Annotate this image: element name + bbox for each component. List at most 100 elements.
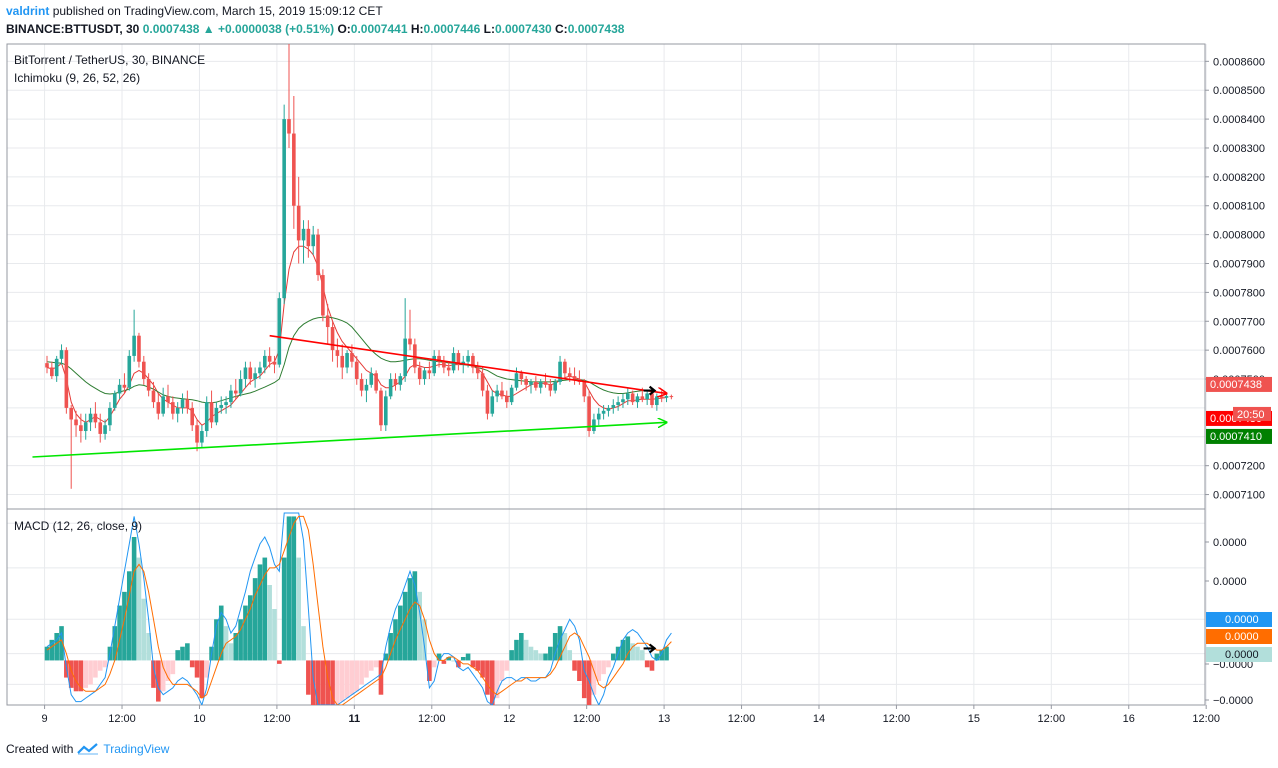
high-label: H: bbox=[410, 22, 424, 36]
candle bbox=[316, 234, 320, 276]
price-axis-label: 0.0008000 bbox=[1213, 230, 1265, 242]
up-triangle-icon: ▲ bbox=[202, 22, 215, 36]
macd-histogram-bar bbox=[199, 660, 205, 699]
tradingview-brand[interactable]: TradingView bbox=[103, 742, 170, 756]
chart-border bbox=[6, 43, 1206, 706]
macd-histogram-bar bbox=[344, 660, 350, 699]
candle bbox=[626, 393, 630, 400]
macd-histogram-bar bbox=[228, 643, 234, 661]
ichimoku-legend[interactable]: Ichimoku (9, 26, 52, 26) bbox=[14, 71, 141, 85]
candle bbox=[606, 407, 611, 411]
macd-histogram-bar bbox=[204, 660, 210, 678]
macd-histogram-bar bbox=[296, 557, 301, 661]
candle bbox=[427, 370, 432, 374]
candle bbox=[190, 407, 194, 426]
support-trendline bbox=[32, 422, 666, 458]
macd-histogram-bar bbox=[625, 636, 631, 661]
macd-histogram-bar bbox=[649, 660, 655, 671]
candle bbox=[296, 205, 301, 241]
candle bbox=[146, 379, 151, 391]
created-with-text: Created with bbox=[6, 742, 74, 756]
macd-histogram-bar bbox=[97, 660, 103, 671]
candle bbox=[335, 350, 340, 356]
candle bbox=[354, 361, 359, 380]
candle bbox=[563, 361, 567, 374]
candle bbox=[611, 405, 616, 408]
candle bbox=[621, 399, 625, 403]
macd-histogram-bar bbox=[572, 660, 577, 671]
close-value: 0.0007438 bbox=[567, 22, 625, 36]
candle bbox=[640, 396, 645, 400]
open-label: O: bbox=[337, 22, 351, 36]
candle bbox=[204, 402, 209, 432]
macd-histogram-bar bbox=[475, 660, 481, 671]
close-label: C: bbox=[555, 22, 568, 36]
candle bbox=[219, 405, 224, 408]
macd-axis-label: 0.0000 bbox=[1213, 537, 1247, 549]
macd-histogram-bar bbox=[88, 660, 93, 685]
candle bbox=[93, 413, 98, 423]
candle bbox=[582, 381, 587, 397]
macd-histogram-bar bbox=[339, 660, 345, 702]
candle bbox=[350, 353, 354, 362]
ichimoku-conversion-line bbox=[46, 245, 667, 426]
macd-histogram-bar bbox=[431, 660, 437, 668]
candle bbox=[200, 431, 204, 443]
price-pane bbox=[45, 44, 674, 489]
macd-histogram-bar bbox=[175, 650, 180, 661]
macd-histogram-bar bbox=[519, 633, 524, 661]
candle bbox=[509, 387, 514, 403]
macd-histogram-bar bbox=[480, 660, 485, 678]
author-link[interactable]: valdrint bbox=[6, 4, 50, 18]
macd-histogram-bar bbox=[238, 619, 243, 661]
candle bbox=[185, 399, 190, 408]
macd-badge-label: 0.0000 bbox=[1225, 614, 1259, 626]
candle bbox=[442, 361, 446, 368]
candle bbox=[601, 410, 606, 414]
macd-histogram-bar bbox=[654, 653, 660, 661]
candle bbox=[233, 390, 238, 394]
time-axis-label: 9 bbox=[42, 713, 48, 725]
candle bbox=[456, 353, 461, 365]
macd-histogram-bar bbox=[78, 660, 84, 692]
candle bbox=[345, 353, 349, 368]
macd-histogram-bar bbox=[156, 660, 161, 702]
candle bbox=[655, 396, 659, 406]
candle bbox=[74, 419, 78, 426]
candle bbox=[292, 133, 296, 206]
candle bbox=[567, 373, 572, 377]
candle bbox=[538, 381, 543, 388]
macd-legend[interactable]: MACD (12, 26, close, 9) bbox=[14, 519, 143, 533]
candle bbox=[122, 384, 127, 388]
candle bbox=[514, 373, 519, 388]
macd-histogram-bar bbox=[509, 650, 514, 661]
candle bbox=[548, 384, 553, 391]
candle bbox=[446, 367, 451, 371]
candle bbox=[161, 396, 165, 414]
candle bbox=[243, 367, 248, 380]
candle bbox=[50, 367, 54, 377]
macd-histogram-bar bbox=[170, 660, 176, 675]
candle bbox=[171, 402, 175, 414]
published-text: published on TradingView.com, March 15, … bbox=[52, 4, 383, 18]
chart-canvas[interactable]: 0.0008600 0.0008500 0.0008400 0.0008300 0.00… bbox=[0, 40, 1278, 736]
macd-histogram-bar bbox=[112, 626, 118, 661]
macd-histogram-bar bbox=[354, 660, 360, 692]
macd-histogram-bar bbox=[257, 564, 263, 661]
last-price: 0.0007438 bbox=[142, 22, 200, 36]
price-axis-label: 0.0007900 bbox=[1213, 259, 1265, 271]
tradingview-logo-icon bbox=[77, 743, 99, 755]
macd-histogram-bar bbox=[567, 650, 573, 661]
candle bbox=[287, 119, 291, 134]
time-axis-label: 12:00 bbox=[573, 713, 601, 725]
macd-histogram-bar bbox=[610, 653, 616, 661]
macd-badge-label: 0.0000 bbox=[1225, 631, 1259, 643]
candle bbox=[214, 407, 219, 423]
price-badge-label: 0.0007410 bbox=[1210, 431, 1262, 443]
symbol-line: BINANCE:BTTUSDT, 30 0.0007438 ▲ +0.00000… bbox=[6, 22, 624, 36]
macd-axis-label: −0.0000 bbox=[1213, 695, 1253, 707]
candle bbox=[645, 393, 649, 400]
price-pane-title: BitTorrent / TetherUS, 30, BINANCE bbox=[14, 53, 206, 67]
macd-histogram-bar bbox=[533, 650, 539, 661]
countdown-label: 20:50 bbox=[1237, 409, 1265, 421]
